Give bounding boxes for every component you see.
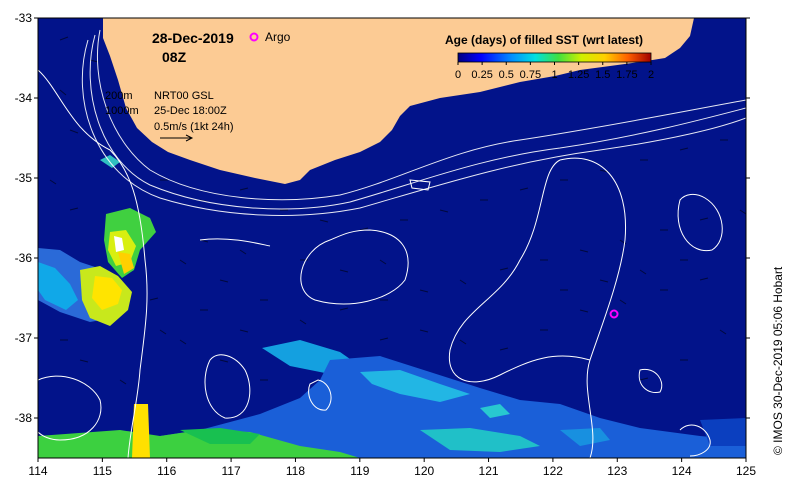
- lon-tick-label: 118: [286, 464, 305, 478]
- lat-tick-label: -35: [15, 171, 33, 185]
- velocity-scale-arrow: [160, 134, 194, 142]
- lon-tick-label: 122: [543, 464, 563, 478]
- colorbar-tick-label: 1.5: [595, 69, 610, 81]
- colorbar-gradient: [457, 52, 652, 63]
- sst-age-patches: [38, 155, 746, 458]
- lon-tick-label: 114: [28, 464, 47, 478]
- colorbar-tick-label: 1.25: [568, 69, 589, 81]
- map-date: 28-Dec-2019: [152, 30, 234, 46]
- lat-tick-label: -33: [15, 11, 33, 25]
- lon-tick-label: 121: [479, 464, 499, 478]
- colorbar-tick-label: 0.5: [499, 69, 514, 81]
- latitude-axis: -33 -34 -35 -36 -37 -38: [15, 11, 750, 425]
- argo-legend-marker: [249, 32, 259, 42]
- lon-tick-label: 117: [222, 464, 241, 478]
- map-frame: [37, 17, 747, 459]
- colorbar-tick-label: 1.75: [616, 69, 637, 81]
- colorbar-title: Age (days) of filled SST (wrt latest): [445, 33, 643, 47]
- colorbar-tick-label: 0: [455, 69, 461, 81]
- colorbar-tick-label: 0.75: [520, 69, 541, 81]
- longitude-axis: 114 115 116 117 118 119 120 121 122 123 124 125: [28, 458, 756, 478]
- lat-tick-label: -34: [15, 91, 33, 105]
- contour-label-200m: 200m: [105, 90, 133, 102]
- bathymetry-contours: [81, 29, 746, 216]
- lon-tick-label: 120: [414, 464, 434, 478]
- credit-text: © IMOS 30-Dec-2019 05:06 Hobart: [771, 266, 785, 455]
- colorbar-tick-label: 0.25: [471, 69, 492, 81]
- lon-tick-label: 125: [736, 464, 756, 478]
- colorbar-ticks: 0 0.25 0.5 0.75 1 1.25 1.5 1.75 2: [455, 62, 654, 81]
- altimetry-time-label: 25-Dec 18:00Z: [154, 105, 227, 117]
- product-label: NRT00 GSL: [154, 90, 214, 102]
- argo-legend-label: Argo: [265, 30, 291, 44]
- argo-legend: Argo: [249, 30, 291, 44]
- lon-tick-label: 116: [157, 464, 176, 478]
- lon-tick-label: 115: [93, 464, 112, 478]
- lat-tick-label: -38: [15, 411, 33, 425]
- colorbar-tick-label: 1: [551, 69, 557, 81]
- lon-tick-label: 123: [607, 464, 627, 478]
- lon-tick-label: 124: [672, 464, 692, 478]
- lat-tick-label: -37: [15, 331, 33, 345]
- velocity-scale-label: 0.5m/s (1kt 24h): [154, 121, 233, 133]
- lon-tick-label: 119: [350, 464, 369, 478]
- argo-float-marker[interactable]: [609, 309, 619, 319]
- contour-label-1000m: 1000m: [105, 105, 139, 117]
- sst-contours: [38, 69, 723, 458]
- colorbar-tick-label: 2: [648, 69, 654, 81]
- lat-tick-label: -36: [15, 251, 33, 265]
- map-time: 08Z: [162, 49, 187, 65]
